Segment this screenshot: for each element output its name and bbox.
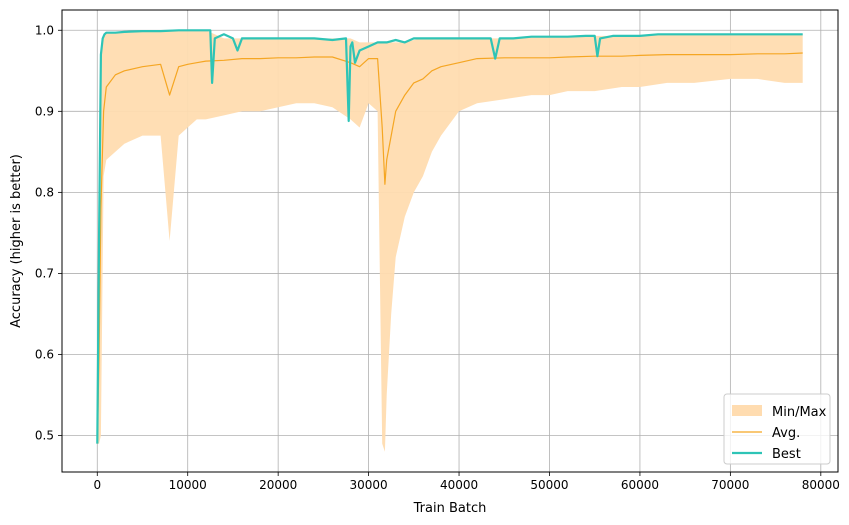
- x-tick-label: 60000: [621, 478, 659, 492]
- best-line: [96, 29, 803, 444]
- y-tick-label: 1.0: [35, 23, 54, 37]
- x-tick-label: 70000: [711, 478, 749, 492]
- x-axis-label: Train Batch: [413, 501, 487, 516]
- x-tick-label: 10000: [169, 478, 207, 492]
- y-tick-label: 0.6: [35, 347, 54, 361]
- y-tick-label: 0.8: [35, 185, 54, 199]
- minmax-band-layer: [97, 30, 803, 452]
- plot-frame: [61, 9, 839, 473]
- avg-line: [96, 52, 803, 444]
- y-tick-label: 0.7: [35, 266, 54, 280]
- y-tick-label: 0.5: [35, 429, 54, 443]
- legend-minmax-label: Min/Max: [772, 405, 827, 420]
- x-tick-label: 30000: [350, 478, 388, 492]
- y-axis-label: Accuracy (higher is better): [9, 154, 24, 328]
- minmax-band: [97, 30, 803, 452]
- legend-avg-label: Avg.: [772, 426, 800, 441]
- legend-best-label: Best: [772, 447, 801, 462]
- x-tick-label: 0: [93, 478, 101, 492]
- ticks: 0 10000 20000 30000 40000 50000 60000 70000 8000…: [35, 23, 840, 492]
- x-tick-label: 80000: [802, 478, 840, 492]
- legend-minmax-swatch: [732, 405, 762, 416]
- y-tick-label: 0.9: [35, 104, 54, 118]
- x-tick-label: 50000: [530, 478, 568, 492]
- avg-line-layer: [96, 52, 803, 444]
- best-line-layer: [96, 29, 803, 444]
- x-tick-label: 20000: [259, 478, 297, 492]
- legend: Min/Max Avg. Best: [723, 393, 831, 465]
- x-tick-label: 40000: [440, 478, 478, 492]
